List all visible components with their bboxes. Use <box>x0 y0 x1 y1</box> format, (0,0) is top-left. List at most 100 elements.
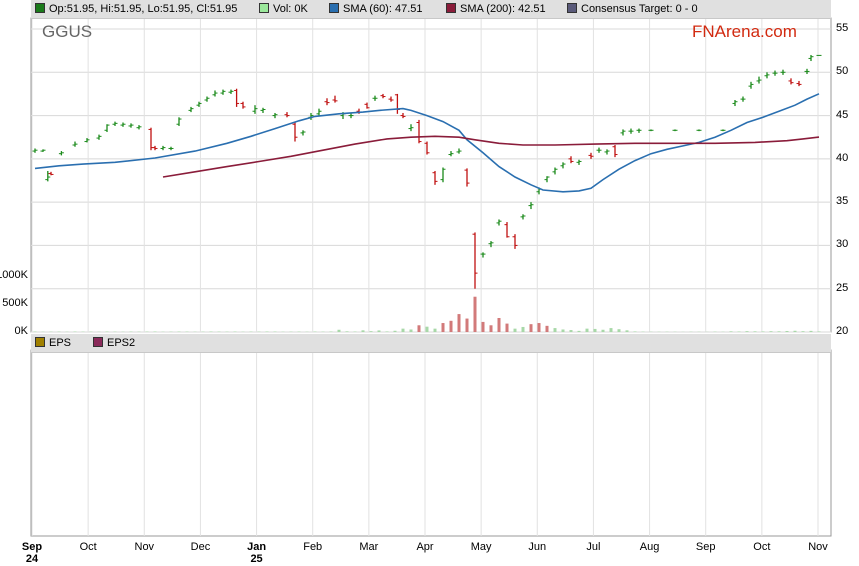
volume-bar <box>481 321 485 332</box>
legend-volume-label: Vol: 0K <box>273 3 308 15</box>
price-tick-label: 50 <box>836 65 849 78</box>
volume-bar <box>729 331 733 332</box>
volume-bar <box>369 331 373 332</box>
volume-bar <box>417 325 421 332</box>
volume-tick-label: 0K <box>14 325 28 337</box>
eps-legend-bar <box>31 334 831 353</box>
price-panel-background <box>30 17 832 333</box>
time-tick-label: Sep 24 <box>21 541 43 565</box>
legend-eps2-label: EPS2 <box>107 337 136 349</box>
volume-bar <box>753 331 757 332</box>
moving-average-lines <box>34 93 820 193</box>
volume-bar <box>457 314 461 332</box>
volume-bar <box>809 330 813 332</box>
volume-bar <box>793 330 797 332</box>
legend-volume: Vol: 0K <box>259 3 308 15</box>
volume-swatch <box>259 3 269 13</box>
time-tick-label: Nov <box>808 541 828 553</box>
time-tick-label: Apr <box>416 541 434 553</box>
volume-bars <box>33 296 821 332</box>
volume-bar <box>569 330 573 332</box>
eps2-swatch <box>93 337 103 347</box>
volume-bar <box>465 318 469 332</box>
volume-tick-label: 1000K <box>0 269 28 281</box>
time-gridlines <box>31 18 819 536</box>
volume-bar <box>817 331 821 332</box>
volume-bar <box>585 328 589 332</box>
volume-bar <box>617 329 621 332</box>
price-tick-label: 20 <box>836 325 849 337</box>
legend-ohlc: Op:51.95, Hi:51.95, Lo:51.95, Cl:51.95 <box>35 3 237 15</box>
volume-bar <box>777 331 781 332</box>
time-tick-label: Sep <box>695 541 716 553</box>
price-gridlines <box>31 28 831 333</box>
legend-sma200: SMA (200): 42.51 <box>446 3 546 15</box>
eps-panel-background <box>30 349 832 537</box>
legend-consensus-label: Consensus Target: 0 - 0 <box>581 3 698 15</box>
legend-sma60: SMA (60): 47.51 <box>329 3 423 15</box>
volume-bar <box>633 331 637 332</box>
volume-bar <box>577 330 581 332</box>
volume-bar <box>425 326 429 332</box>
volume-bar <box>785 330 789 332</box>
volume-bar <box>521 326 525 332</box>
volume-bar <box>553 328 557 332</box>
price-legend-bar <box>31 0 831 19</box>
legend-eps2: EPS2 <box>93 337 135 349</box>
volume-bar <box>105 331 109 332</box>
volume-bar <box>769 331 773 332</box>
price-tick-label: 35 <box>836 195 849 208</box>
volume-bar <box>401 328 405 332</box>
volume-bar <box>489 325 493 332</box>
volume-bar <box>601 329 605 332</box>
price-tick-label: 55 <box>836 22 849 34</box>
volume-bar <box>497 318 501 332</box>
volume-tick-label: 500K <box>2 297 28 309</box>
volume-bar <box>625 330 629 332</box>
volume-bar <box>737 331 741 332</box>
price-tick-label: 25 <box>836 281 849 294</box>
consensus-swatch <box>567 3 577 13</box>
volume-bar <box>345 331 349 332</box>
ticker-symbol: GGUS <box>42 22 93 41</box>
volume-bar <box>153 331 157 332</box>
volume-bar <box>329 331 333 332</box>
price-tick-label: 30 <box>836 238 849 251</box>
volume-bar <box>761 331 765 332</box>
time-tick-label: Feb <box>303 541 323 553</box>
volume-bar <box>745 331 749 332</box>
volume-bar <box>561 329 565 332</box>
volume-bar <box>385 331 389 332</box>
eps-swatch <box>35 337 45 347</box>
volume-bar <box>265 331 269 332</box>
sma200-swatch <box>446 3 456 13</box>
legend-eps-label: EPS <box>49 337 72 349</box>
volume-bar <box>513 328 517 332</box>
time-tick-label: Dec <box>190 541 211 553</box>
sma60-line <box>34 93 820 193</box>
sma200-line <box>162 135 820 178</box>
volume-bar <box>505 323 509 332</box>
time-tick-label: Mar <box>359 541 379 553</box>
legend-sma60-label: SMA (60): 47.51 <box>343 3 423 15</box>
volume-bar <box>801 331 805 332</box>
time-tick-label: May <box>470 541 492 553</box>
legend-ohlc-label: Op:51.95, Hi:51.95, Lo:51.95, Cl:51.95 <box>49 3 238 15</box>
volume-bar <box>441 323 445 332</box>
volume-bar <box>545 325 549 332</box>
volume-bar <box>209 331 213 332</box>
brand-logo: FNArena.com <box>692 22 797 41</box>
legend-sma200-label: SMA (200): 42.51 <box>460 3 546 15</box>
price-tick-label: 45 <box>836 108 849 121</box>
volume-bar <box>609 328 613 332</box>
price-tick-label: 40 <box>836 151 849 164</box>
legend-eps: EPS <box>35 337 71 349</box>
volume-bar <box>529 324 533 332</box>
time-tick-label: Jul <box>586 541 601 553</box>
volume-bar <box>393 330 397 332</box>
time-tick-label: Jan 25 <box>247 541 267 565</box>
time-tick-label: Aug <box>639 541 660 553</box>
time-tick-label: Nov <box>134 541 155 553</box>
ohlc-swatch <box>35 3 45 13</box>
